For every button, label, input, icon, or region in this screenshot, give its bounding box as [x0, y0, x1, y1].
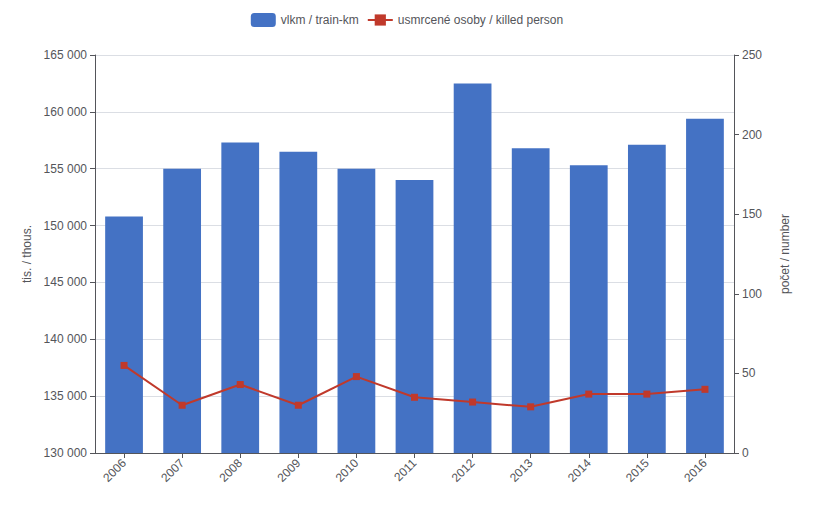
svg-text:130 000: 130 000	[44, 446, 88, 460]
svg-text:2010: 2010	[333, 456, 362, 485]
svg-text:150: 150	[742, 207, 762, 221]
svg-text:2011: 2011	[391, 456, 419, 484]
svg-text:155 000: 155 000	[44, 162, 88, 176]
svg-text:50: 50	[742, 366, 756, 380]
svg-text:200: 200	[742, 128, 762, 142]
svg-text:135 000: 135 000	[44, 389, 88, 403]
svg-text:2016: 2016	[681, 456, 710, 485]
svg-text:počet / number: počet / number	[778, 214, 792, 294]
svg-text:0: 0	[742, 446, 749, 460]
svg-text:2007: 2007	[158, 456, 187, 485]
svg-text:150 000: 150 000	[44, 219, 88, 233]
svg-text:165 000: 165 000	[44, 48, 88, 62]
svg-text:vlkm / train-km: vlkm / train-km	[281, 13, 359, 27]
svg-text:140 000: 140 000	[44, 332, 88, 346]
svg-text:2012: 2012	[449, 456, 478, 485]
svg-text:usmrcené osoby / killed person: usmrcené osoby / killed person	[398, 13, 563, 27]
svg-text:160 000: 160 000	[44, 105, 88, 119]
svg-text:tis. / thous.: tis. / thous.	[20, 225, 34, 283]
svg-text:2008: 2008	[216, 456, 245, 485]
svg-text:250: 250	[742, 48, 762, 62]
svg-text:2006: 2006	[100, 456, 129, 485]
svg-text:2009: 2009	[275, 456, 304, 485]
svg-text:2015: 2015	[623, 456, 652, 485]
svg-text:2014: 2014	[565, 456, 594, 485]
svg-text:2013: 2013	[507, 456, 536, 485]
svg-text:100: 100	[742, 287, 762, 301]
svg-text:145 000: 145 000	[44, 275, 88, 289]
